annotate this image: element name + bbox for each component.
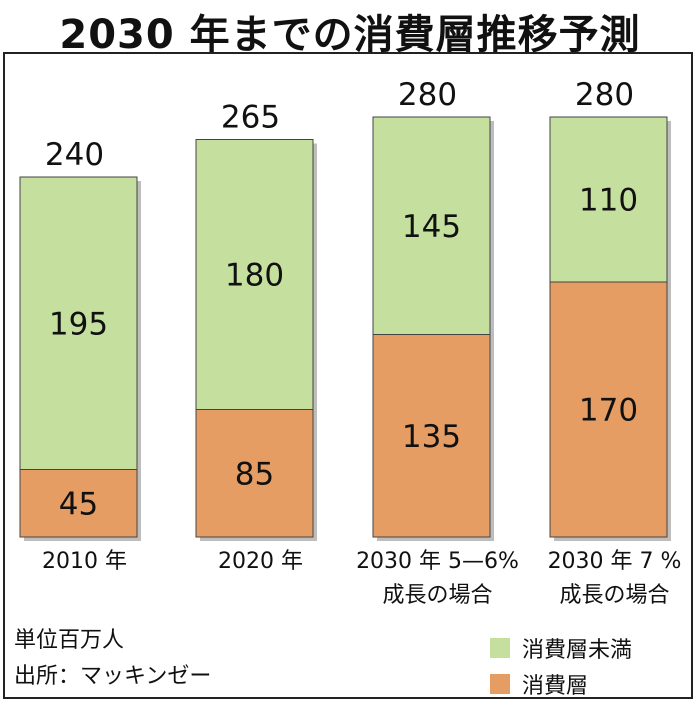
legend-swatch-consumer: [490, 674, 510, 694]
legend-swatch-under: [490, 638, 510, 658]
category-label: 成長の場合: [559, 583, 669, 608]
bar-value-label: 195: [49, 306, 108, 342]
bar-total-label: 280: [575, 77, 634, 113]
category-label: 2030 年 5—6%: [356, 549, 519, 574]
bar-value-label: 145: [402, 209, 461, 245]
bar-value-label: 110: [579, 183, 638, 219]
category-label: 成長の場合: [382, 583, 492, 608]
bar-segment-under: [195, 139, 314, 410]
legend-label-under: 消費層未満: [522, 638, 633, 663]
category-label: 2010 年: [42, 549, 127, 574]
legend-label-consumer: 消費層: [522, 674, 589, 699]
category-label: 2020 年: [218, 549, 303, 574]
bar-total-label: 240: [45, 137, 104, 173]
bar-total-label: 280: [398, 77, 457, 113]
bar-segment-consumer: [549, 281, 668, 538]
bar-value-label: 180: [225, 258, 284, 294]
bar-value-label: 135: [402, 419, 461, 455]
bar-segment-under: [372, 116, 491, 335]
legend-item-under: 消費層未満: [490, 632, 632, 664]
legend-item-consumer: 消費層: [490, 668, 588, 700]
bar-total-label: 265: [221, 100, 280, 136]
unit-note: 単位百万人: [14, 628, 125, 653]
category-label: 2030 年 7 %: [548, 549, 682, 574]
bar-value-label: 45: [59, 486, 98, 522]
bar-segment-under: [19, 176, 138, 470]
source-note: 出所：マッキンゼー: [14, 664, 212, 689]
bar-segment-under: [549, 116, 668, 283]
bar-value-label: 170: [579, 393, 638, 429]
chart-frame: [3, 52, 693, 699]
bar-segment-consumer: [372, 334, 491, 538]
bar-value-label: 85: [235, 456, 274, 492]
chart-title: 2030 年までの消費層推移予測: [59, 12, 641, 58]
